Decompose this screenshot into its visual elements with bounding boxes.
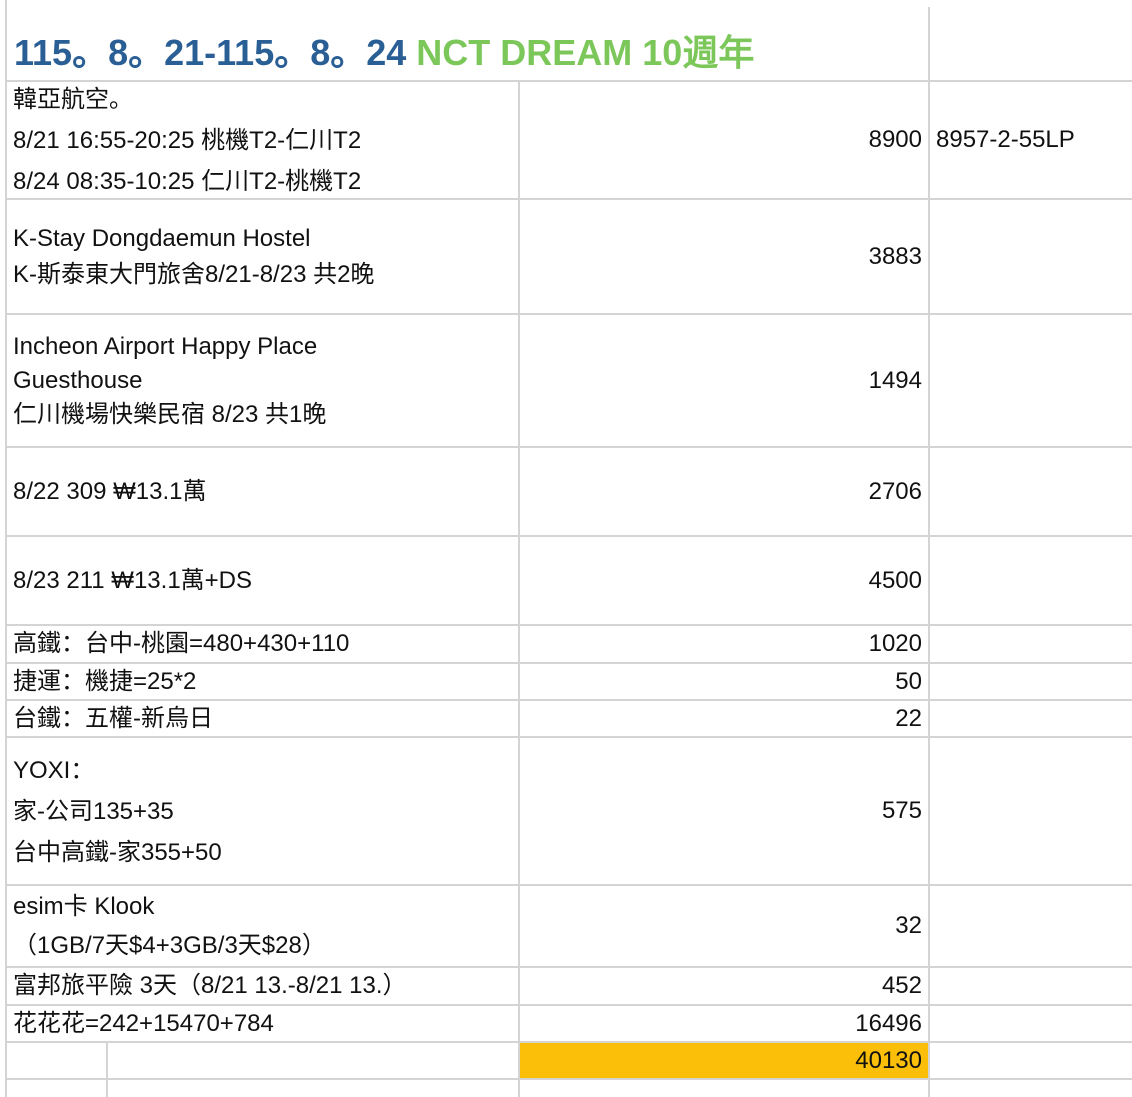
note-cell	[930, 315, 1132, 448]
item-line: 家-公司135+35	[13, 797, 174, 825]
item-line: K-Stay Dongdaemun Hostel	[13, 224, 311, 252]
item-line: 花花花=242+15470+784	[13, 1009, 274, 1037]
total-cell: 40130	[520, 1043, 930, 1080]
note-cell	[930, 200, 1132, 315]
title-main: 115。8。21-115。8。24	[14, 32, 407, 73]
amount-cell: 3883	[520, 200, 930, 315]
amount-cell: 8900	[520, 82, 930, 200]
amount-cell: 452	[520, 968, 930, 1006]
cell	[7, 1043, 108, 1080]
note-cell	[930, 738, 1132, 886]
item-line: 高鐵：台中-桃園=480+430+110	[13, 630, 350, 657]
note-cell	[930, 626, 1132, 664]
item-cell: 高鐵：台中-桃園=480+430+110	[7, 626, 520, 664]
cell	[108, 1080, 520, 1097]
item-cell: 8/23 211 ₩13.1萬+DS	[7, 537, 520, 626]
note-cell	[930, 537, 1132, 626]
amount-cell: 16496	[520, 1006, 930, 1043]
note-cell	[930, 886, 1132, 968]
item-line: 韓亞航空。	[13, 85, 133, 113]
cell	[930, 1080, 1132, 1097]
item-line: Incheon Airport Happy Place	[13, 332, 318, 360]
item-cell: 8/22 309 ₩13.1萬	[7, 448, 520, 537]
sheet-title: 115。8。21-115。8。24 NCT DREAM 10週年	[14, 24, 754, 76]
amount-cell: 2706	[520, 448, 930, 537]
item-cell: 韓亞航空。 8/21 16:55-20:25 桃機T2-仁川T2 8/24 08:3…	[7, 82, 520, 200]
amount-cell: 50	[520, 664, 930, 701]
cell	[7, 1080, 108, 1097]
note-cell	[930, 448, 1132, 537]
item-line: 台中高鐵-家355+50	[13, 838, 222, 866]
item-line: YOXI：	[13, 756, 95, 784]
item-line: 捷運：機捷=25*2	[13, 667, 197, 695]
item-cell: YOXI： 家-公司135+35 台中高鐵-家355+50	[7, 738, 520, 886]
item-line: 8/21 16:55-20:25 桃機T2-仁川T2	[13, 126, 362, 154]
item-cell: K-Stay Dongdaemun Hostel K-斯泰東大門旅舍8/21-8/…	[7, 200, 520, 315]
item-line: Guesthouse	[13, 366, 143, 394]
item-line: 8/23 211 ₩13.1萬+DS	[13, 566, 253, 594]
note-cell: 8957-2-55LP	[930, 82, 1132, 200]
amount-cell: 32	[520, 886, 930, 968]
amount-cell: 4500	[520, 537, 930, 626]
item-line: 8/24 08:35-10:25 仁川T2-桃機T2	[13, 167, 362, 195]
amount-cell: 1020	[520, 626, 930, 664]
cell	[520, 1080, 930, 1097]
title-highlight: NCT DREAM 10週年	[416, 32, 755, 73]
item-cell: esim卡 Klook （1GB/7天$4+3GB/3天$28）	[7, 886, 520, 968]
note-cell	[930, 968, 1132, 1006]
item-line: 台鐵：五權-新烏日	[13, 704, 213, 732]
item-line: （1GB/7天$4+3GB/3天$28）	[13, 932, 326, 959]
amount-cell: 575	[520, 738, 930, 886]
cell	[930, 7, 1132, 82]
title-cell	[7, 7, 930, 82]
item-line: 仁川機場快樂民宿 8/23 共1晚	[13, 400, 327, 428]
item-line: K-斯泰東大門旅舍8/21-8/23 共2晚	[13, 260, 375, 288]
item-cell: 台鐵：五權-新烏日	[7, 701, 520, 738]
note-cell	[930, 701, 1132, 738]
cell	[930, 1043, 1132, 1080]
item-line: 8/22 309 ₩13.1萬	[13, 477, 207, 505]
note-cell	[930, 1006, 1132, 1043]
item-cell: 富邦旅平險 3天（8/21 13.-8/21 13.）	[7, 968, 520, 1006]
grid-line	[5, 0, 7, 1097]
note-cell	[930, 664, 1132, 701]
cell	[108, 1043, 520, 1080]
item-line: esim卡 Klook	[13, 893, 155, 920]
amount-cell: 22	[520, 701, 930, 738]
item-cell: 捷運：機捷=25*2	[7, 664, 520, 701]
item-line: 富邦旅平險 3天（8/21 13.-8/21 13.）	[13, 972, 407, 999]
amount-cell: 1494	[520, 315, 930, 448]
item-cell: Incheon Airport Happy Place Guesthouse 仁川機…	[7, 315, 520, 448]
item-cell: 花花花=242+15470+784	[7, 1006, 520, 1043]
